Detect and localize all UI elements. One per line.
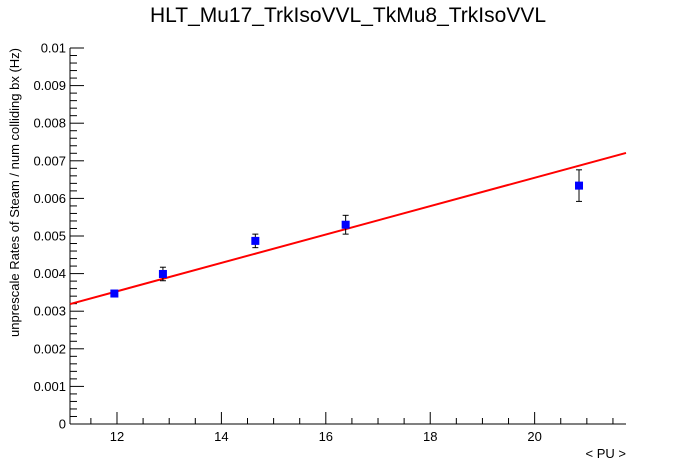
x-axis-label: < PU > xyxy=(586,446,626,461)
x-tick-label: 18 xyxy=(423,429,437,444)
data-point xyxy=(251,236,260,245)
x-tick-label: 12 xyxy=(110,429,124,444)
axes: 0 0.001 0.002 0.003 0.004 0.005 0.006 0.007 0.00… xyxy=(33,41,626,444)
y-tick-label: 0.008 xyxy=(33,116,66,131)
data-point xyxy=(158,269,167,278)
x-tick-label: 20 xyxy=(527,429,541,444)
y-tick-label: 0.005 xyxy=(33,229,66,244)
y-tick-label: 0.002 xyxy=(33,341,66,356)
y-tick-label: 0.003 xyxy=(33,304,66,319)
y-tick-label: 0.01 xyxy=(41,41,66,56)
x-tick-label: 16 xyxy=(319,429,333,444)
y-tick-label: 0.001 xyxy=(33,379,66,394)
y-tick-label: 0.007 xyxy=(33,153,66,168)
y-tick-label: 0.004 xyxy=(33,266,66,281)
y-axis-label: unprescale Rates of Steam / num collidin… xyxy=(7,48,22,337)
y-tick-label: 0.006 xyxy=(33,191,66,206)
x-tick-label: 14 xyxy=(214,429,228,444)
data-point xyxy=(575,181,584,190)
data-point xyxy=(341,220,350,229)
y-tick-label: 0 xyxy=(59,417,66,432)
y-tick-label: 0.009 xyxy=(33,78,66,93)
chart-title: HLT_Mu17_TrkIsoVVL_TkMu8_TrkIsoVVL xyxy=(149,4,547,27)
data-point xyxy=(110,289,119,298)
points-layer xyxy=(110,169,584,298)
